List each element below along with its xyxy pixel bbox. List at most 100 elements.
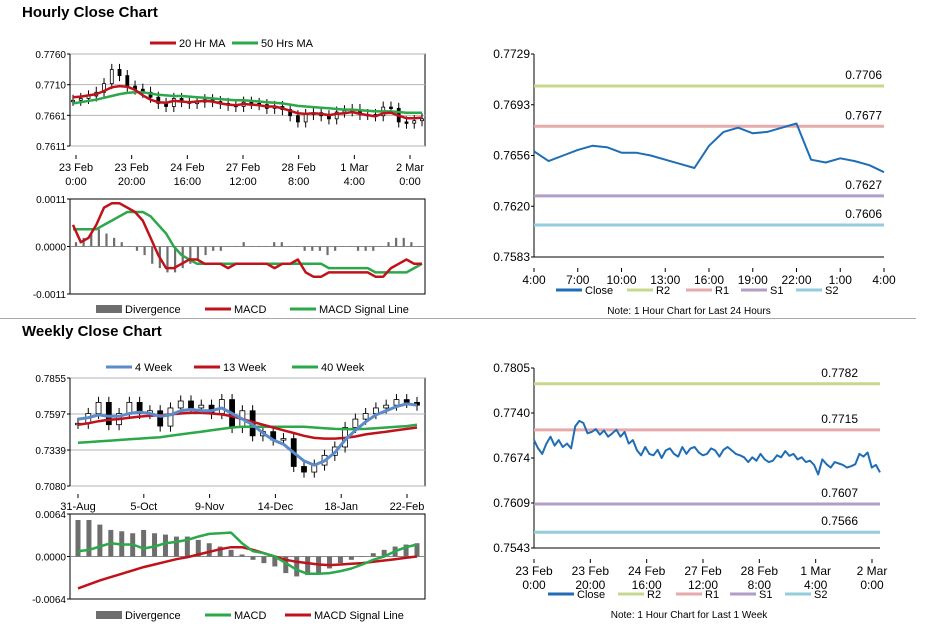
hourly-candle-body [420, 118, 424, 122]
hourly-divergence-bar [356, 246, 360, 251]
hourly-divergence-bar [204, 246, 207, 256]
hourly-close-legend-r2-label: R2 [656, 285, 670, 297]
weekly-candle-y-tick-label: 0.7080 [35, 482, 66, 493]
weekly-divergence-bar [250, 556, 256, 560]
hourly-candle-y-tick-label: 0.7760 [35, 50, 66, 61]
hourly-x-label: 12:00 [229, 176, 257, 188]
weekly-divergence-bar [294, 556, 300, 577]
hourly-divergence-bar [181, 246, 184, 269]
hourly-divergence-bar [90, 233, 93, 247]
weekly-close-y-tick-label: 0.7543 [493, 541, 530, 555]
hourly-divergence-bar [387, 242, 390, 247]
hourly-divergence-bar [395, 237, 398, 247]
weekly-divergence-bar [327, 556, 333, 569]
hourly-legend-macd-label: MACD [234, 304, 266, 316]
weekly-close-y-tick-label: 0.7609 [493, 496, 530, 510]
hourly-divergence-bar [288, 246, 291, 247]
weekly-legend-4week-label: 4 Week [135, 362, 173, 374]
weekly-divergence-bar [184, 536, 190, 557]
weekly-macd-y-tick-label: -0.0064 [32, 595, 66, 606]
hourly-divergence-bar [128, 246, 131, 247]
hourly-close-x-label: 4:00 [872, 273, 896, 287]
hourly-divergence-bar [295, 246, 299, 247]
weekly-candle-body [157, 410, 164, 427]
hourly-legend-ma20-label: 20 Hr MA [179, 38, 226, 50]
weekly-divergence-bar [86, 519, 92, 557]
weekly-close-x-label: 8:00 [748, 578, 772, 592]
weekly-close-x-label: 23 Feb [572, 564, 610, 578]
hourly-close-line [533, 122, 885, 174]
hourly-divergence-bar [417, 246, 421, 247]
weekly-ma40-line [77, 423, 418, 445]
hourly-divergence-bar [257, 246, 261, 247]
hourly-divergence-bar [166, 246, 169, 273]
hourly-close-x-label: 4:00 [522, 273, 546, 287]
weekly-close-legend-r1-label: R1 [705, 589, 719, 601]
hourly-divergence-bar [349, 246, 352, 247]
hourly-divergence-bar [82, 237, 85, 247]
weekly-legend-macd-label: MACD [234, 610, 266, 622]
hourly-divergence-bar [410, 242, 413, 247]
weekly-close-y-tick-label: 0.7674 [493, 451, 530, 465]
hourly-candle-y-tick-label: 0.7710 [35, 81, 66, 92]
hourly-divergence-bar [402, 237, 405, 247]
hourly-divergence-bar [74, 242, 78, 247]
hourly-divergence-bar [250, 246, 253, 247]
weekly-divergence-bar [261, 556, 267, 564]
hourly-candle-body [117, 69, 122, 77]
weekly-close-x-label: 24 Feb [628, 564, 666, 578]
weekly-candle-body [188, 400, 194, 409]
hourly-candle-body [109, 69, 114, 85]
weekly-divergence-bar [228, 549, 234, 557]
weekly-close-x-label: 4:00 [804, 578, 828, 592]
weekly-level-s1-label: 0.7607 [821, 486, 858, 500]
hourly-close-x-label: 16:00 [694, 273, 724, 287]
weekly-candle-body [301, 466, 307, 473]
hourly-candle-y-tick-label: 0.7611 [36, 142, 66, 153]
hourly-divergence-bar [234, 246, 238, 247]
weekly-close-y-tick-label: 0.7740 [493, 406, 530, 420]
weekly-section-title: Weekly Close Chart [22, 323, 162, 340]
weekly-close-x-label: 23 Feb [515, 564, 553, 578]
weekly-macd-y-tick-label: 0.0000 [35, 553, 66, 564]
hourly-close-legend-s2-label: S2 [825, 285, 838, 297]
hourly-divergence-bar [97, 229, 100, 247]
weekly-divergence-bar [152, 533, 158, 557]
hourly-close-y-tick-label: 0.7620 [493, 199, 530, 213]
hourly-level-r2-label: 0.7706 [845, 68, 882, 82]
hourly-close-x-label: 13:00 [650, 273, 680, 287]
hourly-divergence-bar [379, 246, 382, 247]
hourly-close-x-label: 1:00 [829, 273, 853, 287]
hourly-divergence-bar [105, 233, 108, 247]
hourly-candle-body [125, 75, 130, 87]
hourly-close-legend-r1-label: R1 [715, 285, 729, 297]
hourly-close-y-tick-label: 0.7693 [493, 98, 530, 112]
weekly-close-legend-s2-label: S2 [814, 589, 827, 601]
hourly-divergence-bar [273, 242, 276, 247]
hourly-close-x-label: 7:00 [566, 273, 590, 287]
weekly-x-label: 31-Aug [60, 501, 95, 513]
weekly-divergence-bar [162, 534, 168, 557]
weekly-candle-body [177, 400, 184, 409]
weekly-close-legend-close-label: Close [577, 589, 605, 601]
hourly-macd-line [71, 202, 422, 278]
weekly-candle-body [383, 404, 390, 409]
hourly-macd-y-tick-label: 0.0000 [35, 243, 66, 254]
hourly-x-label: 27 Feb [226, 162, 260, 174]
hourly-macd-y-tick-label: 0.0011 [36, 195, 66, 206]
hourly-divergence-bar [303, 246, 306, 251]
hourly-divergence-bar [318, 246, 322, 251]
hourly-divergence-bar [227, 246, 230, 247]
weekly-x-label: 22-Feb [390, 501, 425, 513]
hourly-candle-body [412, 120, 417, 124]
weekly-divergence-bar [75, 519, 81, 557]
hourly-x-label: 8:00 [288, 176, 309, 188]
hourly-divergence-bar [135, 246, 139, 251]
weekly-divergence-bar [195, 539, 201, 557]
hourly-legend-divergence-label: Divergence [125, 304, 181, 316]
hourly-level-s1-label: 0.7627 [845, 178, 882, 192]
hourly-x-label: 28 Feb [282, 162, 316, 174]
weekly-close-x-label: 12:00 [688, 578, 718, 592]
hourly-x-label: 23 Feb [115, 162, 149, 174]
weekly-divergence-bar [173, 536, 179, 557]
